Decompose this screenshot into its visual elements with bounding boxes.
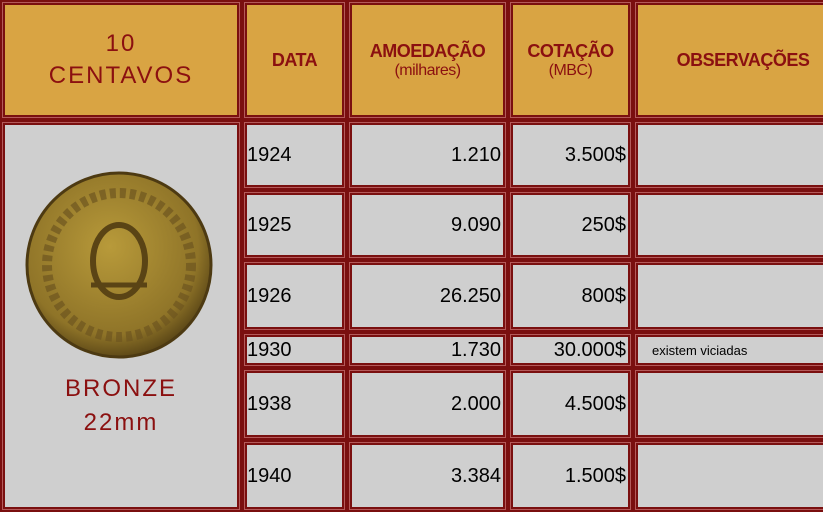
cell-text: 3.500$ — [565, 144, 626, 167]
cell-text: 1926 — [247, 285, 292, 308]
column-name: COTAÇÃO — [527, 41, 613, 62]
coin-title: 10 — [106, 28, 137, 60]
cell-text: 800$ — [582, 285, 627, 308]
table-cell: 1.210 — [347, 120, 508, 190]
column-name: AMOEDAÇÃO — [370, 41, 486, 62]
cell-text: 2.000 — [451, 393, 501, 416]
table-cell: 1924 — [242, 120, 347, 190]
column-header: COTAÇÃO(MBC) — [508, 0, 633, 120]
table-cell: 2.000 — [347, 368, 508, 440]
page: 10 CENTAVOS BRONZE 22mm (() => { const d… — [0, 0, 823, 510]
column-header: AMOEDAÇÃO(milhares) — [347, 0, 508, 120]
cell-text: 26.250 — [440, 285, 501, 308]
coin-title: CENTAVOS — [49, 60, 193, 92]
column-unit: (MBC) — [549, 62, 593, 80]
column-name: DATA — [272, 50, 317, 71]
cell-text: 1940 — [247, 465, 292, 488]
table-cell: 250$ — [508, 190, 633, 260]
cell-text: 250$ — [582, 214, 627, 237]
table-cell — [633, 190, 823, 260]
cell-text: 1925 — [247, 214, 292, 237]
table-cell — [633, 120, 823, 190]
column-unit: (milhares) — [394, 62, 460, 80]
cell-text: 1.500$ — [565, 465, 626, 488]
table-cell: 1926 — [242, 260, 347, 332]
column-header: DATA — [242, 0, 347, 120]
cell-text: 1930 — [247, 339, 292, 362]
table-cell: 26.250 — [347, 260, 508, 332]
table-cell: 30.000$ — [508, 332, 633, 368]
table-cell: 9.090 — [347, 190, 508, 260]
table-cell: 4.500$ — [508, 368, 633, 440]
table-cell: 1938 — [242, 368, 347, 440]
column-header: OBSERVAÇÕES — [633, 0, 823, 120]
cell-text: 30.000$ — [554, 339, 626, 362]
table-cell: 1940 — [242, 440, 347, 512]
column-name: OBSERVAÇÕES — [677, 50, 810, 71]
coin-image — [21, 165, 221, 365]
observation: existem viciadas — [652, 343, 747, 358]
cell-text: 1938 — [247, 393, 292, 416]
table-cell: 1.730 — [347, 332, 508, 368]
table-cell — [633, 368, 823, 440]
table-cell — [633, 440, 823, 512]
table-cell: 1.500$ — [508, 440, 633, 512]
cell-text: 4.500$ — [565, 393, 626, 416]
cell-text: 1.210 — [451, 144, 501, 167]
table-cell — [633, 260, 823, 332]
coin-cell: BRONZE 22mm — [0, 120, 242, 512]
cell-text: 1924 — [247, 144, 292, 167]
cell-text: 1.730 — [451, 339, 501, 362]
table-cell: 1930 — [242, 332, 347, 368]
table-cell: 1925 — [242, 190, 347, 260]
coin-header: 10 CENTAVOS — [0, 0, 242, 120]
coin-size: 22mm — [84, 409, 159, 437]
table-cell: 3.500$ — [508, 120, 633, 190]
coin-material: BRONZE — [65, 375, 177, 403]
table-cell: existem viciadas — [633, 332, 823, 368]
cell-text: 9.090 — [451, 214, 501, 237]
table-cell: 3.384 — [347, 440, 508, 512]
cell-text: 3.384 — [451, 465, 501, 488]
table-cell: 800$ — [508, 260, 633, 332]
